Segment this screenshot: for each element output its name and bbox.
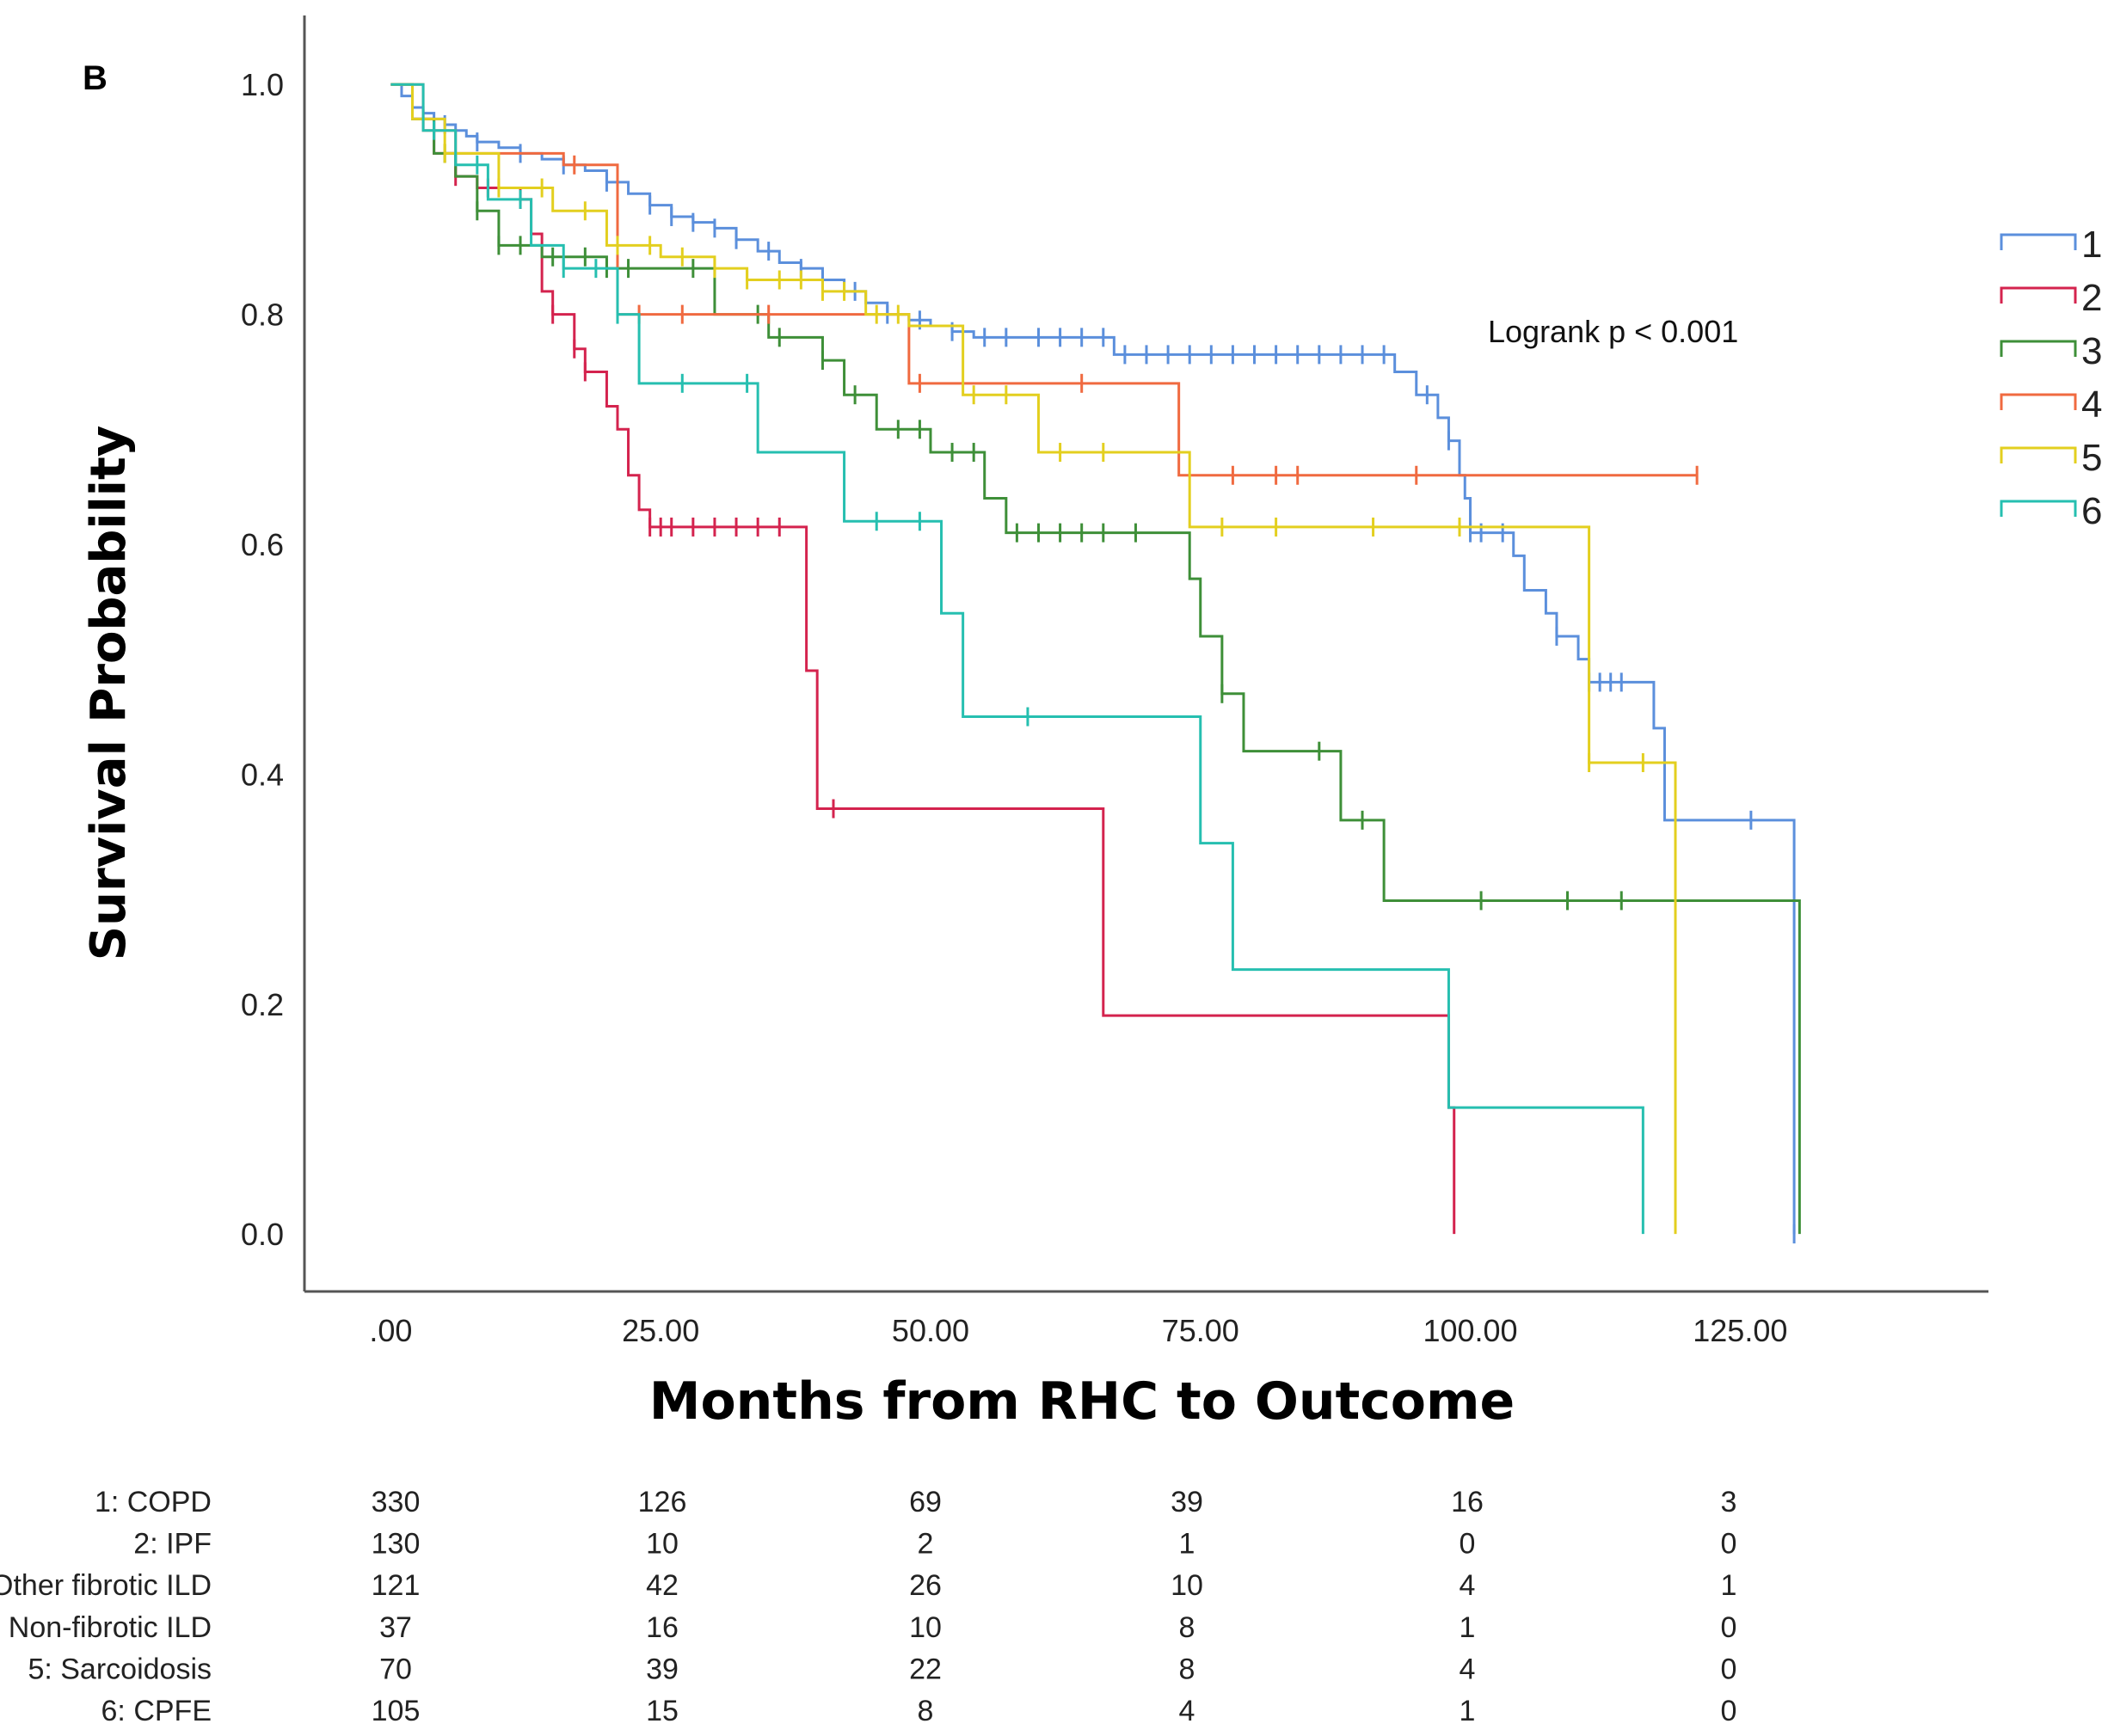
legend-item-5: 5 [2000,437,2102,479]
risk-count: 15 [646,1695,679,1727]
x-tick-label: 75.00 [1162,1313,1239,1348]
risk-table-row: 3: Other fibrotic ILD 121 42 26 10 4 1 [0,1569,1736,1602]
risk-count: 4 [1460,1653,1476,1685]
legend-swatch [2000,340,2077,357]
risk-count: 0 [1460,1528,1476,1561]
legend-swatch [2000,393,2077,410]
risk-row-label: 3: Other fibrotic ILD [0,1569,212,1602]
risk-count: 39 [646,1653,679,1685]
risk-count: 8 [1179,1653,1195,1685]
survival-curves [390,83,1801,1244]
legend-label: 3 [2081,330,2102,372]
risk-count: 0 [1721,1528,1737,1561]
risk-table-row: 5: Sarcoidosis 70 39 22 8 4 0 [28,1653,1736,1685]
risk-count: 1 [1179,1528,1195,1561]
y-tick-label: 0.2 [241,987,284,1022]
y-tick-label: 1.0 [241,67,284,102]
x-tick-label: 25.00 [622,1313,699,1348]
risk-table-row: 1: COPD 330 126 69 39 16 3 [95,1486,1737,1518]
risk-count: 0 [1721,1695,1737,1727]
risk-count: 70 [379,1653,412,1685]
risk-count: 330 [372,1486,421,1518]
risk-count: 1 [1460,1611,1476,1644]
legend-swatch [2000,233,2077,250]
series-1 [390,83,1796,1244]
risk-count: 10 [646,1528,679,1561]
legend-label: 1 [2081,224,2102,266]
legend-item-1: 1 [2000,224,2102,266]
risk-count: 69 [909,1486,942,1518]
risk-count: 3 [1721,1486,1737,1518]
risk-count: 8 [918,1695,934,1727]
legend-swatch [2000,500,2077,517]
legend-swatch [2000,286,2077,304]
risk-count: 37 [379,1611,412,1644]
risk-count: 22 [909,1653,942,1685]
y-tick-label: 0.8 [241,298,284,333]
risk-row-label: 5: Sarcoidosis [28,1653,212,1685]
risk-count: 4 [1179,1695,1195,1727]
risk-count: 1 [1460,1695,1476,1727]
y-tick-labels: 0.0 0.2 0.4 0.6 0.8 1.0 [241,67,284,1252]
x-tick-label: 125.00 [1693,1313,1787,1348]
y-tick-label: 0.4 [241,757,284,792]
x-tick-labels: .00 25.00 50.00 75.00 100.00 125.00 [369,1313,1787,1348]
risk-count: 1 [1721,1569,1737,1602]
risk-table-row: 2: IPF 130 10 2 1 0 0 [133,1528,1736,1561]
risk-count: 26 [909,1569,942,1602]
risk-table-row: 6: CPFE 105 15 8 4 1 0 [101,1695,1737,1727]
legend: 1 2 3 4 5 6 [2000,224,2102,532]
risk-count: 16 [1451,1486,1484,1518]
risk-count: 2 [918,1528,934,1561]
risk-count: 10 [1171,1569,1203,1602]
legend-item-3: 3 [2000,330,2102,372]
survival-curve-4 [390,83,1698,477]
y-axis-title: Survival Probability [81,426,137,960]
x-tick-label: 50.00 [892,1313,969,1348]
risk-count: 16 [646,1611,679,1644]
risk-count: 121 [372,1569,421,1602]
survival-curve-6 [390,83,1644,1235]
risk-count: 39 [1171,1486,1203,1518]
risk-row-label: 2: IPF [133,1528,212,1561]
risk-count: 0 [1721,1653,1737,1685]
x-tick-label: .00 [369,1313,412,1348]
risk-row-label: 6: CPFE [101,1695,212,1727]
legend-swatch [2000,446,2077,463]
risk-count: 4 [1460,1569,1476,1602]
x-axis-title: Months from RHC to Outcome [649,1371,1515,1432]
survival-curve-3 [390,83,1801,1235]
legend-item-2: 2 [2000,277,2102,319]
legend-label: 2 [2081,277,2102,319]
legend-item-4: 4 [2000,383,2102,426]
risk-count: 126 [638,1486,687,1518]
y-tick-label: 0.0 [241,1217,284,1252]
risk-count: 42 [646,1569,679,1602]
series-6 [390,83,1644,1235]
risk-count: 105 [372,1695,421,1727]
legend-label: 4 [2081,383,2102,426]
risk-count: 10 [909,1611,942,1644]
legend-item-6: 6 [2000,490,2102,532]
risk-count: 0 [1721,1611,1737,1644]
legend-label: 5 [2081,437,2102,479]
y-tick-label: 0.6 [241,527,284,562]
risk-row-label: 1: COPD [95,1486,212,1518]
risk-row-label: 4: Non-fibrotic ILD [0,1611,212,1644]
legend-label: 6 [2081,490,2102,532]
x-tick-label: 100.00 [1423,1313,1517,1348]
series-4 [390,83,1699,485]
series-5 [390,83,1677,1235]
risk-count: 130 [372,1528,421,1561]
risk-count: 8 [1179,1611,1195,1644]
panel-label: B [83,59,108,97]
logrank-annotation: Logrank p < 0.001 [1488,314,1738,349]
